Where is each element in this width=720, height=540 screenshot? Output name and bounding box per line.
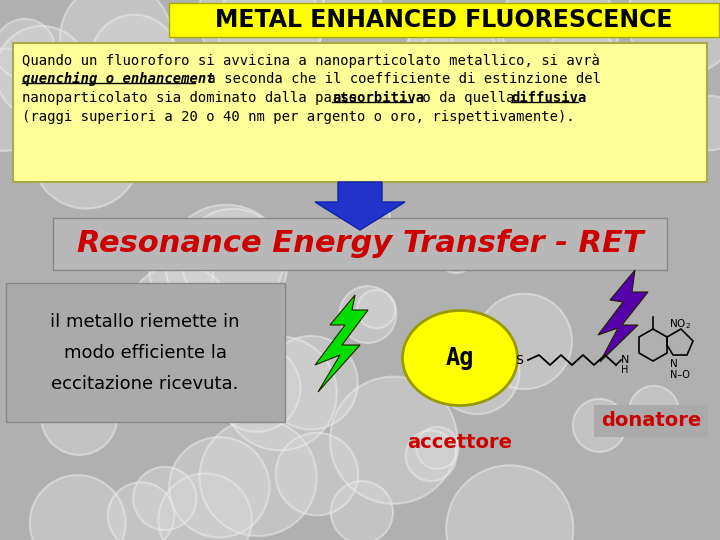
Circle shape (24, 295, 148, 420)
Circle shape (357, 290, 395, 328)
Text: N: N (621, 355, 629, 365)
Text: a seconda che il coefficiente di estinzione del: a seconda che il coefficiente di estinzi… (199, 72, 601, 86)
Ellipse shape (402, 310, 518, 406)
Circle shape (419, 21, 499, 101)
Circle shape (434, 228, 478, 273)
Text: o da quella: o da quella (414, 91, 523, 105)
Circle shape (408, 20, 453, 64)
Circle shape (166, 205, 287, 326)
Text: (raggi superiori a 20 o 40 nm per argento o oro, rispettivamente).: (raggi superiori a 20 o 40 nm per argent… (22, 110, 575, 124)
Circle shape (223, 336, 337, 450)
Polygon shape (315, 182, 405, 230)
Polygon shape (598, 270, 648, 362)
Text: accettore: accettore (408, 433, 513, 451)
Text: H: H (621, 365, 629, 375)
Circle shape (416, 427, 459, 469)
Circle shape (91, 15, 178, 102)
Circle shape (330, 481, 393, 540)
Circle shape (66, 347, 135, 417)
Text: Resonance Energy Transfer - RET: Resonance Energy Transfer - RET (77, 230, 643, 259)
Circle shape (264, 336, 358, 429)
Text: il metallo riemette in
modo efficiente la
eccitazione ricevuta.: il metallo riemette in modo efficiente l… (50, 313, 240, 393)
Text: N–O: N–O (670, 370, 690, 380)
Text: N: N (670, 359, 678, 369)
Circle shape (126, 265, 233, 372)
Circle shape (498, 0, 618, 93)
Circle shape (629, 386, 679, 435)
Circle shape (169, 437, 269, 537)
Circle shape (89, 333, 175, 418)
Circle shape (405, 430, 456, 481)
FancyBboxPatch shape (594, 405, 708, 437)
Text: S: S (515, 354, 523, 367)
Circle shape (0, 49, 55, 151)
Circle shape (133, 467, 197, 530)
Circle shape (199, 419, 317, 536)
Circle shape (455, 99, 513, 158)
Circle shape (213, 345, 300, 432)
Text: donatore: donatore (601, 411, 701, 430)
Circle shape (108, 482, 174, 540)
FancyBboxPatch shape (53, 218, 667, 270)
Circle shape (301, 89, 356, 144)
Circle shape (549, 23, 614, 89)
Circle shape (363, 83, 446, 165)
Circle shape (435, 329, 519, 414)
Circle shape (323, 0, 382, 37)
Text: diffusiva: diffusiva (511, 91, 586, 105)
Text: quenching o enhancement: quenching o enhancement (22, 72, 215, 86)
Circle shape (0, 26, 88, 118)
Text: METAL ENHANCED FLUORESCENCE: METAL ENHANCED FLUORESCENCE (215, 8, 672, 32)
Circle shape (400, 14, 512, 125)
Circle shape (30, 475, 125, 540)
Text: Quando un fluoroforo si avvicina a nanoparticolato metallico, si avrà: Quando un fluoroforo si avvicina a nanop… (22, 53, 600, 68)
Circle shape (627, 0, 720, 75)
Circle shape (171, 312, 276, 417)
Text: assorbitiva: assorbitiva (332, 91, 424, 105)
Circle shape (32, 101, 140, 208)
Text: nanoparticolato sia dominato dalla parte: nanoparticolato sia dominato dalla parte (22, 91, 365, 105)
Circle shape (181, 209, 284, 311)
Circle shape (571, 57, 607, 93)
Circle shape (60, 0, 172, 94)
Text: Ag: Ag (446, 346, 474, 370)
Circle shape (0, 19, 55, 79)
Circle shape (683, 96, 720, 150)
Circle shape (276, 433, 358, 515)
Circle shape (330, 376, 457, 504)
Circle shape (503, 102, 546, 145)
Circle shape (350, 200, 390, 240)
FancyBboxPatch shape (6, 283, 285, 422)
Circle shape (339, 286, 396, 343)
Polygon shape (315, 295, 368, 392)
Circle shape (199, 0, 325, 78)
Circle shape (477, 294, 572, 389)
Circle shape (446, 465, 573, 540)
Circle shape (217, 0, 322, 79)
Circle shape (573, 399, 626, 452)
Circle shape (149, 239, 213, 303)
Text: NO$_2$: NO$_2$ (669, 317, 691, 331)
Circle shape (80, 85, 123, 129)
Circle shape (41, 379, 117, 455)
Circle shape (428, 340, 469, 382)
FancyBboxPatch shape (169, 3, 719, 37)
FancyBboxPatch shape (13, 43, 707, 182)
Circle shape (158, 474, 252, 540)
